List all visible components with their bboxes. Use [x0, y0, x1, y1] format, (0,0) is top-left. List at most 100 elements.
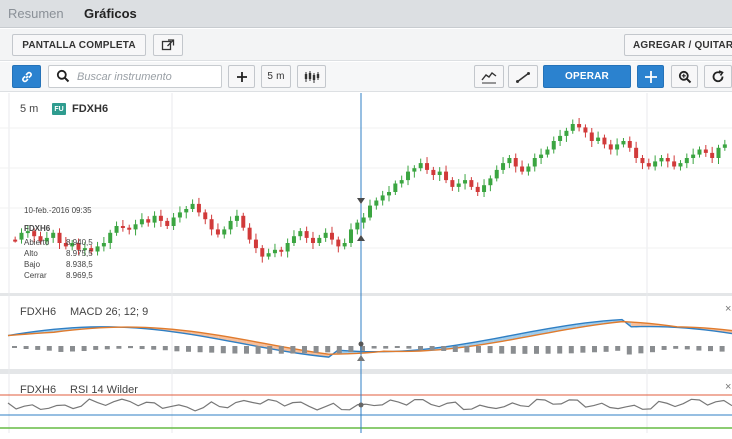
candle	[665, 158, 670, 162]
macd-histogram-bar	[673, 346, 679, 349]
macd-histogram-bar	[708, 346, 713, 352]
macd-histogram-bar	[93, 346, 99, 350]
macd-histogram-bar	[220, 346, 226, 354]
candle	[253, 239, 258, 249]
tab-bar: Resumen Gráficos	[0, 0, 732, 28]
tooltip-value: 8.938,5	[66, 260, 93, 269]
candle	[431, 169, 436, 175]
macd-histogram-bar	[650, 346, 655, 353]
candle	[380, 195, 385, 201]
candle	[469, 180, 474, 187]
crosshair-dot	[358, 341, 364, 347]
macd-symbol-label: FDXH6	[20, 306, 57, 318]
instrument-badge: FU	[52, 103, 66, 115]
macd-histogram-bar	[278, 346, 284, 354]
tooltip-value: 8.969,5	[66, 271, 93, 280]
tab-resumen[interactable]: Resumen	[8, 6, 64, 21]
candle	[108, 232, 113, 243]
candle	[425, 163, 430, 170]
open-external-button[interactable]	[153, 34, 183, 56]
chart-type-button[interactable]	[297, 65, 326, 88]
macd-histogram-bar	[719, 346, 725, 352]
candle	[507, 158, 512, 164]
macd-histogram-bar	[487, 346, 493, 354]
candle	[627, 141, 632, 148]
candle	[456, 183, 461, 187]
macd-histogram-bar	[406, 346, 412, 349]
macd-histogram-bar	[23, 346, 29, 349]
interval-button[interactable]: 5 m	[261, 65, 291, 88]
candle	[310, 237, 315, 243]
candle	[634, 147, 639, 158]
crosshair-marker	[357, 235, 365, 241]
candle	[222, 229, 227, 235]
tooltip-date: 10-feb.-2016 09:35	[24, 206, 92, 215]
crosshair-button[interactable]	[637, 65, 664, 88]
refresh-button[interactable]	[704, 65, 732, 88]
candle	[482, 185, 487, 192]
chart-area[interactable]: 5 m FU FDXH6 10-feb.-2016 09:35 FDXH6 Ab…	[0, 93, 732, 439]
candle	[76, 243, 81, 250]
candle	[215, 229, 220, 235]
tab-graficos[interactable]: Gráficos	[84, 6, 137, 21]
macd-histogram-bar	[128, 346, 133, 349]
macd-line	[7, 318, 732, 358]
candle	[564, 130, 569, 136]
macd-histogram-bar	[81, 346, 87, 352]
macd-histogram-bar	[615, 346, 621, 351]
link-button[interactable]	[12, 65, 41, 88]
trendline-icon	[516, 71, 530, 83]
macd-histogram-bar	[151, 346, 157, 350]
candle	[152, 215, 157, 223]
candle	[608, 144, 613, 150]
candle	[82, 248, 87, 251]
operar-button[interactable]: OPERAR	[543, 65, 631, 88]
plus-icon	[236, 71, 247, 82]
macd-histogram-bar	[70, 346, 75, 352]
candle	[209, 219, 214, 230]
macd-histogram-bar	[186, 346, 191, 352]
candle	[196, 203, 201, 213]
candle	[57, 232, 62, 243]
candle	[177, 212, 182, 218]
macd-histogram-bar	[139, 346, 145, 350]
candle	[13, 239, 18, 242]
candle	[697, 149, 702, 155]
close-icon[interactable]: ×	[725, 303, 732, 315]
candle	[247, 227, 252, 240]
candle	[355, 222, 360, 230]
macd-histogram-bar	[348, 346, 354, 353]
macd-histogram-bar	[290, 346, 296, 354]
add-instrument-button[interactable]	[228, 65, 255, 88]
candle	[89, 248, 94, 252]
candle	[691, 154, 696, 158]
macd-histogram-bar	[267, 346, 273, 354]
candle	[317, 237, 322, 243]
candle	[418, 163, 423, 169]
candle	[44, 237, 49, 242]
macd-histogram-bar	[116, 346, 122, 349]
refresh-icon	[712, 69, 724, 82]
candle	[710, 152, 715, 158]
candle	[95, 246, 100, 252]
macd-histogram-bar	[371, 346, 377, 349]
candle	[621, 141, 626, 145]
macd-histogram-bar	[418, 346, 423, 350]
chart-canvas[interactable]	[0, 93, 732, 439]
add-remove-button[interactable]: AGREGAR / QUITAR	[624, 34, 732, 56]
macd-histogram-bar	[603, 346, 609, 352]
candle	[526, 166, 531, 172]
indicators-button[interactable]	[474, 65, 504, 88]
full-screen-button[interactable]: PANTALLA COMPLETA	[12, 34, 146, 56]
macd-histogram-bar	[510, 346, 516, 354]
candle	[463, 180, 468, 184]
macd-histogram-bar	[174, 346, 180, 352]
search-input[interactable]	[77, 69, 217, 84]
macd-fill	[631, 322, 641, 327]
draw-line-button[interactable]	[508, 65, 538, 88]
candle	[722, 144, 727, 148]
candle	[291, 236, 296, 243]
zoom-button[interactable]	[671, 65, 698, 88]
candle	[266, 253, 271, 257]
close-icon[interactable]: ×	[725, 381, 732, 393]
